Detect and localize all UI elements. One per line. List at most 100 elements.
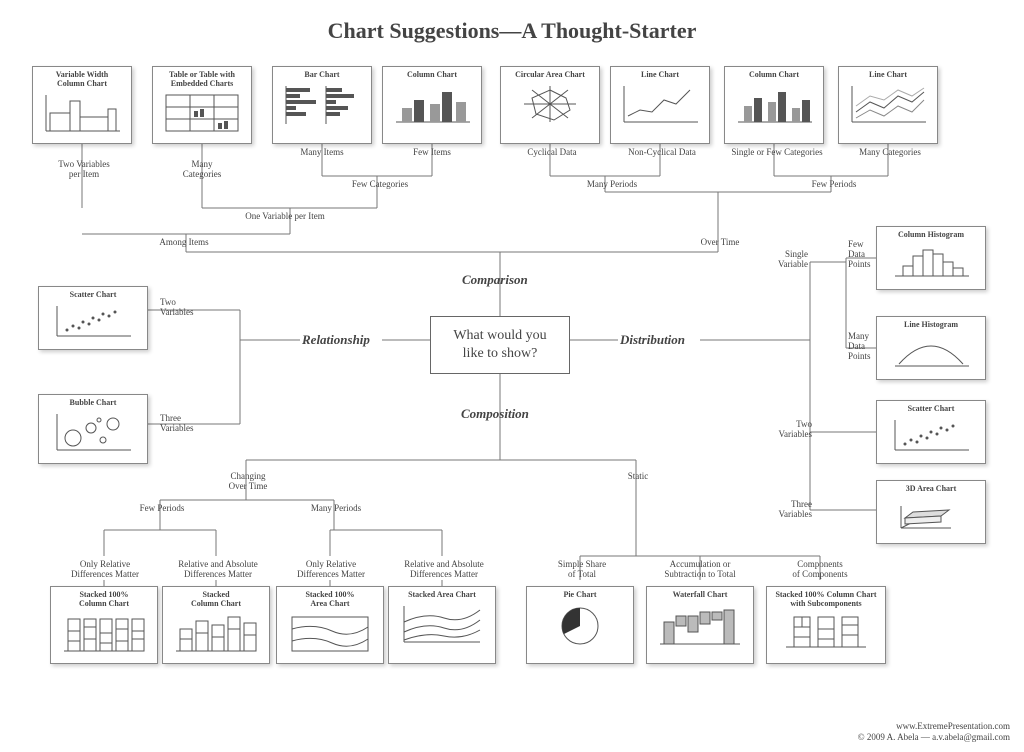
center-question: What would you like to show?	[430, 316, 570, 374]
bar-icon	[282, 82, 362, 126]
card-title: Stacked Area Chart	[393, 591, 491, 600]
card-stacked-100-col: Stacked 100%Column Chart	[50, 586, 158, 664]
card-title: Column Chart	[729, 71, 819, 80]
line-icon	[620, 82, 700, 126]
label-few-items: Few Items	[410, 148, 454, 158]
label-single-or-few: Single or Few Categories	[722, 148, 832, 158]
scatter-icon	[53, 302, 133, 340]
card-title: Bubble Chart	[43, 399, 143, 408]
label-only-relative-1: Only RelativeDifferences Matter	[58, 560, 152, 580]
label-single-variable: SingleVariable	[768, 250, 808, 270]
stacked100-area-icon	[288, 611, 372, 655]
card-title: Column Histogram	[881, 231, 981, 240]
label-few-periods-top: Few Periods	[802, 180, 866, 190]
center-line1: What would you	[453, 328, 546, 343]
label-two-vars-per-item: Two Variablesper Item	[52, 160, 116, 180]
footer: www.ExtremePresentation.com © 2009 A. Ab…	[858, 721, 1010, 744]
stacked-sub-icon	[784, 611, 868, 651]
card-stacked-col: StackedColumn Chart	[162, 586, 270, 664]
bell-icon	[891, 332, 971, 370]
card-waterfall: Waterfall Chart	[646, 586, 754, 664]
card-title: Stacked 100% Column Chartwith Subcompone…	[771, 591, 881, 609]
card-stacked-100-area: Stacked 100%Area Chart	[276, 586, 384, 664]
card-title: Waterfall Chart	[651, 591, 749, 600]
card-line-chart-2: Line Chart	[838, 66, 938, 144]
card-title: Column Chart	[387, 71, 477, 80]
stacked-area-icon	[400, 602, 484, 646]
label-two-variables-r: TwoVariables	[768, 420, 812, 440]
card-variable-width: Variable WidthColumn Chart	[32, 66, 132, 144]
radar-icon	[510, 82, 590, 126]
scatter-icon	[891, 416, 971, 454]
multiline-icon	[848, 82, 928, 126]
stacked100-icon	[62, 611, 146, 655]
label-few-categories: Few Categories	[342, 180, 418, 190]
card-line-histogram: Line Histogram	[876, 316, 986, 380]
card-title: Variable WidthColumn Chart	[37, 71, 127, 89]
label-only-relative-2: Only RelativeDifferences Matter	[284, 560, 378, 580]
label-one-var-per-item: One Variable per Item	[230, 212, 340, 222]
card-title: StackedColumn Chart	[167, 591, 265, 609]
branch-relationship: Relationship	[302, 332, 370, 348]
card-title: Scatter Chart	[881, 405, 981, 414]
label-changing-over-time: ChangingOver Time	[216, 472, 280, 492]
branch-comparison: Comparison	[462, 272, 528, 288]
label-few-data-points: FewDataPoints	[848, 240, 878, 270]
label-cyclical: Cyclical Data	[520, 148, 584, 158]
label-three-variables-r: ThreeVariables	[768, 500, 812, 520]
histogram-icon	[891, 242, 971, 280]
label-three-variables: ThreeVariables	[160, 414, 208, 434]
waterfall-icon	[658, 602, 742, 650]
card-bubble-left: Bubble Chart	[38, 394, 148, 464]
footer-url: www.ExtremePresentation.com	[896, 721, 1010, 731]
label-few-periods: Few Periods	[132, 504, 192, 514]
card-pie: Pie Chart	[526, 586, 634, 664]
label-many-periods-top: Many Periods	[580, 180, 644, 190]
card-line-chart-1: Line Chart	[610, 66, 710, 144]
label-over-time: Over Time	[694, 238, 746, 248]
card-title: Line Chart	[615, 71, 705, 80]
label-rel-abs-1: Relative and AbsoluteDifferences Matter	[168, 560, 268, 580]
branch-distribution: Distribution	[620, 332, 685, 348]
label-rel-abs-2: Relative and AbsoluteDifferences Matter	[394, 560, 494, 580]
pie-icon	[538, 602, 622, 650]
label-non-cyclical: Non-Cyclical Data	[622, 148, 702, 158]
area3d-icon	[891, 496, 971, 534]
card-title: Line Chart	[843, 71, 933, 80]
label-many-periods: Many Periods	[302, 504, 370, 514]
label-among-items: Among Items	[152, 238, 216, 248]
variable-width-icon	[42, 91, 122, 135]
card-title: Scatter Chart	[43, 291, 143, 300]
card-table-embedded: Table or Table withEmbedded Charts	[152, 66, 252, 144]
center-line2: like to show?	[463, 346, 538, 361]
stacked-col-icon	[174, 611, 258, 655]
card-bar-chart: Bar Chart	[272, 66, 372, 144]
card-title: 3D Area Chart	[881, 485, 981, 494]
footer-copyright: © 2009 A. Abela — a.v.abela@gmail.com	[858, 732, 1010, 742]
card-stacked-sub: Stacked 100% Column Chartwith Subcompone…	[766, 586, 886, 664]
column-icon	[734, 82, 814, 126]
label-many-categories2: Many Categories	[850, 148, 930, 158]
label-many-categories: ManyCategories	[176, 160, 228, 180]
card-3d-area: 3D Area Chart	[876, 480, 986, 544]
card-scatter-left: Scatter Chart	[38, 286, 148, 350]
column-icon	[392, 82, 472, 126]
card-title: Circular Area Chart	[505, 71, 595, 80]
card-title: Bar Chart	[277, 71, 367, 80]
label-many-data-points: ManyDataPoints	[848, 332, 878, 362]
label-accumulation: Accumulation orSubtraction to Total	[650, 560, 750, 580]
card-scatter-right: Scatter Chart	[876, 400, 986, 464]
page-title: Chart Suggestions—A Thought-Starter	[0, 18, 1024, 44]
branch-composition: Composition	[461, 406, 529, 422]
card-circular-area: Circular Area Chart	[500, 66, 600, 144]
card-stacked-area: Stacked Area Chart	[388, 586, 496, 664]
card-title: Stacked 100%Column Chart	[55, 591, 153, 609]
card-column-histogram: Column Histogram	[876, 226, 986, 290]
card-column-chart-2: Column Chart	[724, 66, 824, 144]
label-simple-share: Simple Shareof Total	[548, 560, 616, 580]
card-title: Line Histogram	[881, 321, 981, 330]
card-column-chart-1: Column Chart	[382, 66, 482, 144]
bubble-icon	[53, 410, 133, 454]
card-title: Table or Table withEmbedded Charts	[157, 71, 247, 89]
label-static: Static	[622, 472, 654, 482]
